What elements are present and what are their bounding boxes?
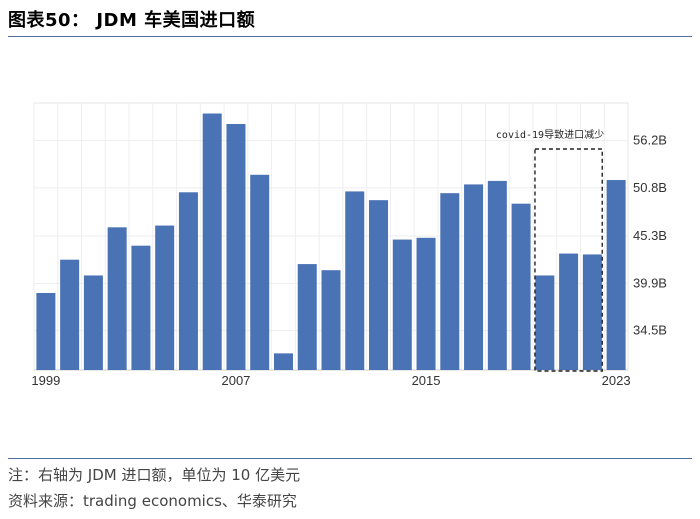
bar-1999	[36, 292, 56, 370]
bar-2014	[392, 239, 412, 370]
y-tick-label: 34.5B	[633, 323, 667, 338]
bar-2016	[440, 193, 460, 370]
unit-note: 注：右轴为 JDM 进口额，单位为 10 亿美元	[8, 466, 301, 484]
footer-rule	[8, 458, 692, 459]
bar-2023	[606, 180, 626, 370]
y-tick-label: 39.9B	[633, 275, 667, 290]
bar-2006	[202, 113, 222, 371]
bar-2011	[321, 270, 341, 370]
bar-2010	[297, 264, 317, 370]
y-tick-label: 56.2B	[633, 133, 667, 148]
y-tick-label: 50.8B	[633, 180, 667, 195]
bar-2018	[487, 180, 507, 370]
x-axis-ticks: 1999 2007 2015 2023	[31, 373, 630, 388]
bar-2005	[178, 192, 198, 370]
y-tick-label: 45.3B	[633, 228, 667, 243]
bar-2008	[250, 174, 270, 370]
bar-2001	[83, 275, 103, 370]
bar-2017	[464, 184, 484, 370]
covid-annotation-label: covid-19导致进口减少	[496, 128, 604, 141]
covid-annotation: covid-19导致进口减少	[496, 128, 604, 372]
x-tick-label: 1999	[31, 373, 60, 388]
title-rule	[8, 36, 692, 37]
bar-2022	[582, 254, 602, 370]
y-axis-ticks: 34.5B 39.9B 45.3B 50.8B 56.2B	[633, 133, 667, 338]
bar-2004	[155, 225, 175, 370]
bar-2019	[511, 203, 531, 370]
chart-title: 图表50： JDM 车美国进口额	[8, 10, 256, 31]
x-tick-label: 2023	[602, 373, 631, 388]
bar-2009	[273, 353, 293, 370]
bar-2015	[416, 237, 436, 370]
bar-2012	[345, 191, 365, 370]
bar-2007	[226, 124, 246, 371]
bar-2002	[107, 227, 127, 370]
bar-series	[36, 113, 626, 371]
covid-highlight-box	[534, 148, 603, 372]
bar-2020	[535, 275, 555, 370]
bar-2013	[369, 200, 389, 370]
bar-2000	[60, 259, 80, 370]
bar-2003	[131, 245, 151, 370]
bar-2021	[559, 253, 579, 370]
x-tick-label: 2007	[221, 373, 250, 388]
source-note: 资料来源：trading economics、华泰研究	[8, 492, 297, 510]
x-tick-label: 2015	[412, 373, 441, 388]
